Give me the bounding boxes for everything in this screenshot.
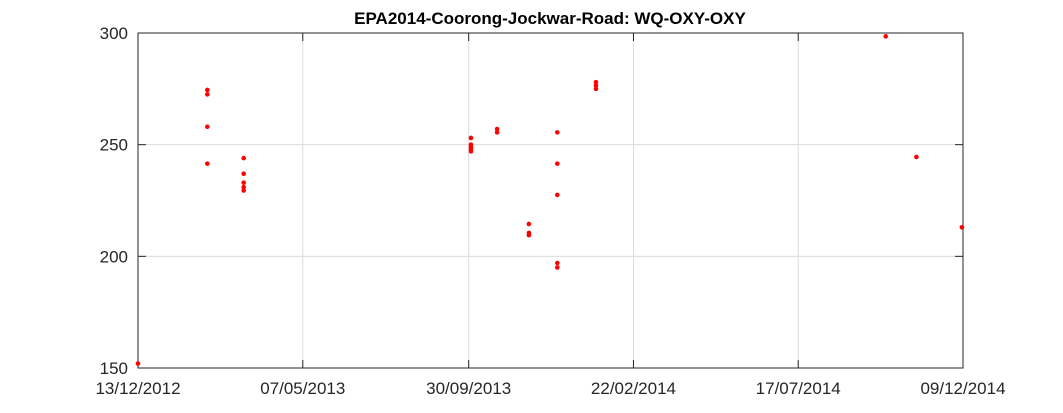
x-tick-label: 30/09/2013	[426, 379, 511, 398]
data-point	[241, 180, 246, 185]
data-point	[593, 83, 599, 88]
data-point	[494, 130, 500, 135]
data-points	[135, 34, 965, 366]
y-tick-label: 150	[100, 359, 128, 378]
data-point	[135, 361, 141, 366]
data-point	[555, 260, 560, 266]
x-tick-label: 07/05/2013	[260, 379, 345, 398]
data-point	[914, 154, 919, 160]
tick-labels: 13/12/2012 07/05/2013 30/09/2013 22/02/2014…	[95, 24, 1005, 398]
data-point	[241, 155, 246, 161]
axis-ticks	[137, 32, 964, 369]
x-tick-label: 22/02/2014	[591, 379, 676, 398]
x-tick-label: 17/07/2014	[756, 379, 841, 398]
data-point	[205, 161, 210, 166]
data-point	[241, 188, 246, 193]
data-point	[593, 79, 599, 85]
chart-title: EPA2014-Coorong-Jockwar-Road: WQ-OXY-OXY	[354, 9, 746, 28]
x-tick-label: 09/12/2014	[920, 379, 1005, 398]
y-tick-label: 250	[100, 136, 128, 155]
data-point	[205, 87, 210, 93]
data-point	[468, 149, 474, 154]
data-point	[241, 184, 246, 190]
data-point	[205, 92, 210, 97]
data-point	[593, 86, 599, 92]
data-point	[205, 124, 210, 130]
data-point	[555, 265, 560, 270]
data-point	[494, 126, 500, 132]
y-tick-label: 300	[100, 24, 128, 43]
x-tick-label: 13/12/2012	[95, 379, 180, 398]
data-point	[959, 225, 965, 230]
data-point	[883, 34, 889, 39]
data-point	[555, 192, 560, 198]
data-point	[526, 232, 532, 238]
data-point	[468, 135, 474, 141]
data-point	[241, 171, 246, 176]
plot-area-frame	[137, 32, 964, 369]
y-tick-label: 200	[100, 247, 128, 266]
data-point	[555, 161, 560, 166]
data-point	[555, 130, 560, 135]
data-point	[526, 221, 532, 227]
